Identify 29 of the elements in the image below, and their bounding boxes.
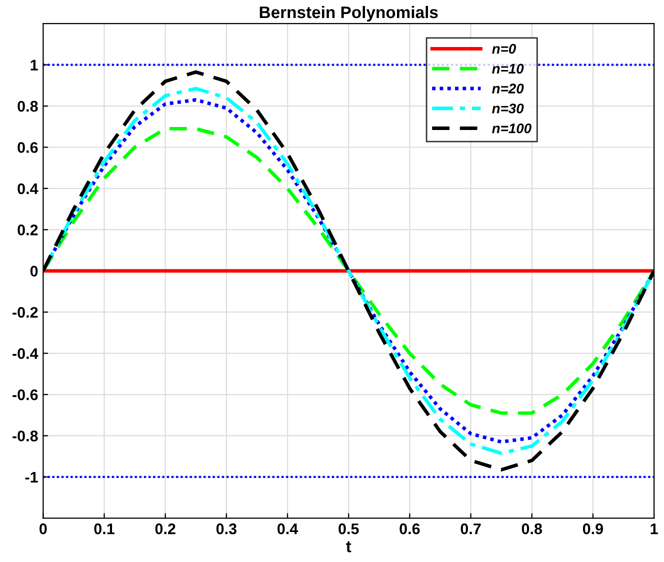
- legend-label: n=0: [492, 44, 516, 54]
- legend-label: n=100: [492, 123, 532, 134]
- y-tick-label: -0.4: [12, 348, 38, 359]
- y-tick-label: 1: [30, 60, 38, 70]
- y-tick-label: -1: [25, 472, 38, 482]
- y-tick-label: 0: [30, 266, 38, 277]
- y-tick-label: -0.8: [12, 430, 38, 442]
- x-tick-label: 0.1: [94, 523, 114, 534]
- x-tick-label: 0.2: [155, 523, 176, 534]
- y-tick-label: -0.6: [12, 389, 38, 400]
- y-tick-label: -0.2: [12, 306, 38, 318]
- x-tick-label: 0.3: [216, 523, 236, 534]
- y-tick-label: 0.6: [18, 142, 38, 153]
- x-tick-label: 0.8: [522, 523, 542, 534]
- x-axis-title: t: [346, 541, 352, 552]
- y-tick-label: 0.8: [18, 100, 38, 112]
- x-tick-label: 0.4: [278, 523, 298, 534]
- y-tick-label: 0.4: [18, 183, 38, 194]
- y-tick-label: 0.2: [18, 224, 38, 236]
- legend-label: n=10: [492, 64, 524, 74]
- chart-title: Bernstein Polynomials: [260, 6, 438, 22]
- x-tick-label: 0.7: [460, 523, 481, 534]
- legend-label: n=20: [492, 84, 524, 94]
- x-tick-label: 0: [40, 523, 47, 534]
- x-tick-label: 0.9: [582, 523, 604, 534]
- x-tick-label: 0.5: [338, 523, 359, 534]
- x-tick-label: 1: [650, 524, 658, 534]
- x-tick-label: 0.6: [400, 523, 420, 534]
- legend-label: n=30: [492, 104, 524, 114]
